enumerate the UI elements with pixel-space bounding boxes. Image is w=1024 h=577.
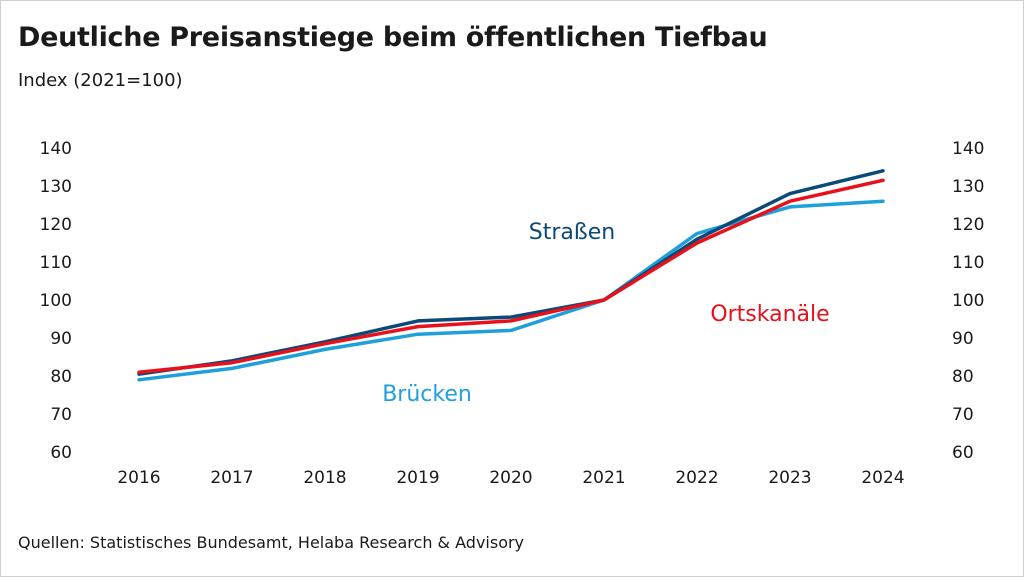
y-tick-label-left: 120 [40, 215, 72, 235]
y-tick-label-left: 80 [50, 367, 72, 387]
y-axis-right: 60 70 80 90 100 110 120 130 140 [952, 139, 984, 463]
x-tick-label: 2018 [303, 468, 346, 488]
series-label: Ortskanäle [710, 302, 829, 327]
y-tick-label-left: 140 [40, 139, 72, 159]
y-tick-label-left: 90 [50, 329, 72, 349]
series-line [137, 178, 885, 374]
series-label: Brücken [382, 382, 472, 407]
x-tick-label: 2020 [489, 468, 532, 488]
y-tick-label-left: 60 [50, 443, 72, 463]
chart-subtitle: Index (2021=100) [18, 70, 183, 91]
y-tick-label-left: 130 [40, 177, 72, 197]
y-axis-left: 60 70 80 90 100 110 120 130 140 [40, 139, 72, 463]
y-tick-label-right: 130 [952, 177, 984, 197]
y-tick-label-left: 110 [40, 253, 72, 273]
x-tick-label: 2016 [117, 468, 160, 488]
x-tick-label: 2019 [396, 468, 439, 488]
y-tick-label-right: 80 [952, 367, 974, 387]
series-lines [137, 169, 885, 382]
y-tick-label-right: 70 [952, 405, 974, 425]
y-tick-label-right: 90 [952, 329, 974, 349]
source-note: Quellen: Statistisches Bundesamt, Helaba… [18, 533, 525, 552]
x-tick-label: 2023 [768, 468, 811, 488]
series-line [137, 169, 885, 376]
chart-title: Deutliche Preisanstiege beim öffentliche… [18, 22, 768, 53]
y-tick-label-left: 70 [50, 405, 72, 425]
series-labels: Straßen Ortskanäle Brücken [382, 220, 829, 407]
series-line [137, 199, 885, 382]
x-tick-label: 2021 [582, 468, 625, 488]
y-tick-label-right: 110 [952, 253, 984, 273]
y-tick-label-right: 140 [952, 139, 984, 159]
series-label: Straßen [529, 220, 615, 245]
y-tick-label-right: 60 [952, 443, 974, 463]
y-tick-label-right: 120 [952, 215, 984, 235]
x-axis: 2016 2017 2018 2019 2020 2021 2022 2023 2024 [117, 468, 904, 488]
y-tick-label-left: 100 [40, 291, 72, 311]
x-tick-label: 2017 [210, 468, 253, 488]
x-tick-label: 2022 [675, 468, 718, 488]
y-tick-label-right: 100 [952, 291, 984, 311]
x-tick-label: 2024 [861, 468, 904, 488]
